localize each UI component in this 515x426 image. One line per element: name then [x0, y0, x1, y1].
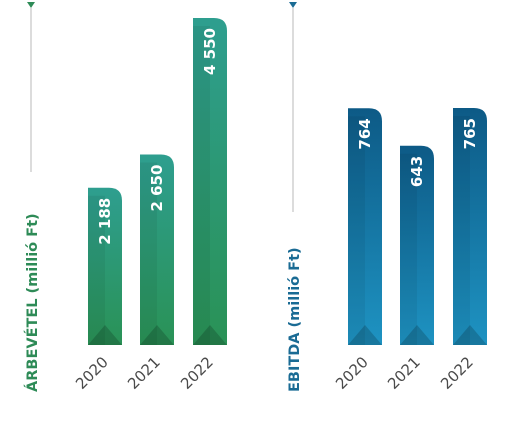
ebitda-value-label: 765 [461, 118, 479, 149]
ebitda-value-label: 764 [356, 118, 374, 149]
ebitda-tick-label: 2020 [332, 353, 372, 393]
revenue-bar-triangle [193, 325, 227, 345]
revenue-tick-label: 2022 [177, 353, 217, 393]
revenue-value-label: 4 550 [201, 28, 219, 75]
ebitda-marker-icon [289, 2, 297, 8]
ebitda-axis-title: EBITDA (millió Ft) [287, 247, 303, 392]
revenue-tick-label: 2020 [72, 353, 112, 393]
ebitda-bar-shade [453, 116, 470, 345]
revenue-tick-label: 2021 [124, 353, 164, 393]
revenue-value-label: 2 650 [148, 165, 166, 212]
ebitda-bar-2020 [348, 108, 382, 345]
ebitda-bar-triangle [348, 325, 382, 345]
ebitda-bar-triangle [400, 325, 434, 345]
ebitda-bar-triangle [453, 325, 487, 345]
revenue-bar-triangle [88, 325, 122, 345]
revenue-bar-shade [88, 195, 105, 345]
ebitda-bar-2021 [400, 145, 434, 345]
ebitda-bar-shade [348, 116, 365, 345]
revenue-bar-2021 [140, 154, 174, 345]
revenue-marker-icon [27, 2, 35, 8]
ebitda-chart: EBITDA (millió Ft) 764 2020 643 2021 765 2022 [287, 2, 487, 393]
revenue-bar-shade [193, 26, 210, 345]
ebitda-tick-label: 2022 [437, 353, 477, 393]
revenue-value-label: 2 188 [96, 198, 114, 245]
revenue-bar-shade [140, 162, 157, 345]
revenue-bar-triangle [140, 325, 174, 345]
revenue-bar-2022 [193, 18, 227, 345]
ebitda-bar-2022 [453, 108, 487, 345]
ebitda-bar-shade [400, 153, 417, 345]
ebitda-tick-label: 2021 [384, 353, 424, 393]
revenue-axis-title: ÁRBEVÉTEL (millió Ft) [24, 213, 41, 392]
revenue-bar-2020 [88, 187, 122, 345]
revenue-chart: ÁRBEVÉTEL (millió Ft) 2 188 2020 2 650 2021… [24, 2, 227, 393]
ebitda-value-label: 643 [408, 156, 426, 187]
